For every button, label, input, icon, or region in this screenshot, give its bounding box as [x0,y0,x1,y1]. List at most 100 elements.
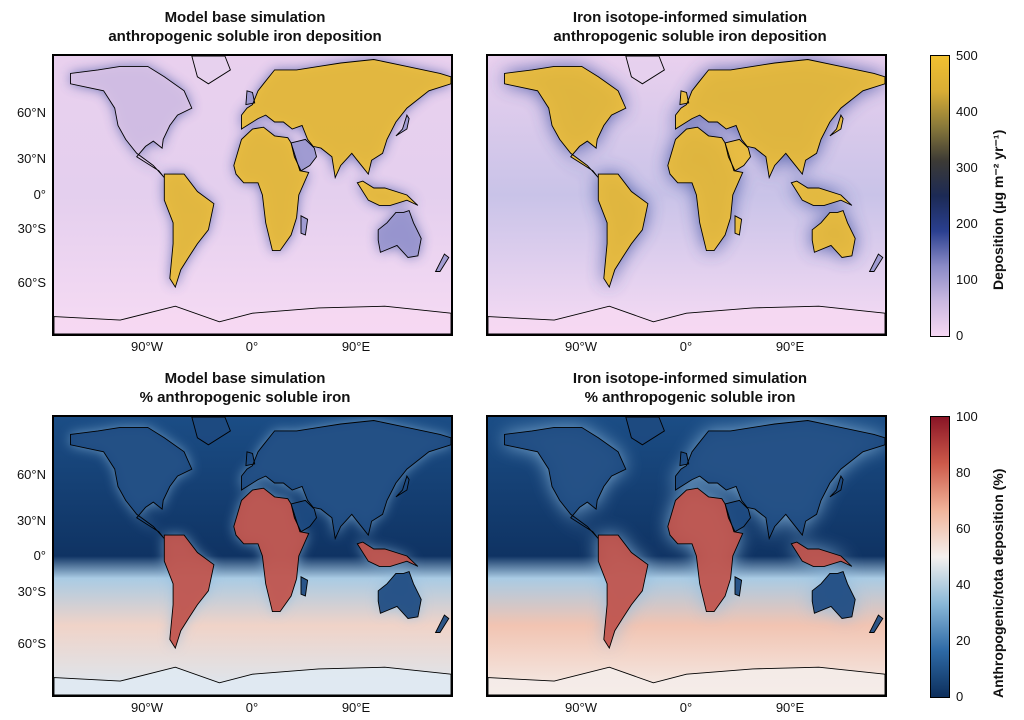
land-australia [812,210,856,258]
map-canvas [54,56,451,334]
coastline-arabia [290,499,317,533]
land-eurasia [675,420,885,539]
coastline-japan [829,475,844,498]
coastline-indonesia [790,180,853,206]
deposition-colorbar [930,55,950,337]
land-southAmerica [598,174,648,288]
coastline-greenland [625,56,665,85]
coastline-antarctica [54,666,451,695]
lon-label-90w: 90°W [131,339,163,354]
coastline-madagascar [300,215,309,236]
coastline-australia [811,571,856,619]
land-antarctica [488,306,885,334]
panel-a-title-line1: Model base simulation [164,9,326,26]
coastline-indonesia [356,541,419,567]
percent-tick-80: 80 [956,465,971,480]
lon-label-90e: 90°E [341,700,371,715]
coastline-newZealand [434,253,450,272]
lon-label-0: 0° [679,339,693,354]
land-northAmerica [504,427,626,539]
coastline-arabia [724,138,751,172]
coastline-eurasia [675,420,885,541]
lat-label-0: 0° [33,187,46,202]
map-canvas [488,56,885,334]
coastline-uk [245,90,256,106]
coastline-southAmerica [163,173,215,289]
coastline-africa [667,487,744,613]
land-antarctica [488,667,885,695]
lat-label-60n: 60°N [16,105,46,120]
lon-label-90e: 90°E [775,700,805,715]
coastline-arabia [290,138,317,172]
coastline-southAmerica [163,534,215,650]
land-antarctica [54,306,451,334]
land-australia [378,571,422,619]
panel-a-title-line2: anthropogenic soluble iron deposition [108,28,382,45]
coastline-arabia [724,499,751,533]
land-australia [378,210,422,258]
land-southAmerica [164,535,214,649]
percent-tick-20: 20 [956,633,971,648]
land-eurasia [241,420,451,539]
lat-label-30n: 30°N [16,151,46,166]
lon-label-0: 0° [245,700,259,715]
percent-colorbar-label: Anthropogenic/tota deposition (%) [990,468,1006,698]
coastline-eurasia [241,59,451,180]
panel-b-title: Iron isotope-informed simulation anthrop… [488,8,892,46]
coastline-japan [395,475,410,498]
coastline-newZealand [434,614,450,633]
land-africa [667,127,743,251]
land-japan [829,115,844,136]
land-northAmerica [70,66,192,178]
panel-d-title-line1: Iron isotope-informed simulation [572,370,808,387]
land-japan [395,115,410,136]
land-newZealand [435,254,449,272]
land-africa [233,127,309,251]
land-eurasia [675,59,885,178]
lat-label-30n: 30°N [16,513,46,528]
deposition-tick-500: 500 [956,48,978,63]
panel-a-title: Model base simulation anthropogenic solu… [43,8,447,46]
coastline-africa [233,487,310,613]
coastline-antarctica [54,305,451,334]
panel-d-title-line2: % anthropogenic soluble iron [584,389,796,406]
coastline-greenland [625,417,665,446]
panel-b-title-line2: anthropogenic soluble iron deposition [553,28,827,45]
land-africa [667,488,743,612]
panel-b-title-line1: Iron isotope-informed simulation [572,9,808,26]
land-northAmerica [504,66,626,178]
map-panel-a [52,54,453,336]
coastline-newZealand [868,253,884,272]
map-panel-c [52,415,453,697]
lat-label-60n: 60°N [16,467,46,482]
land-newZealand [869,254,883,272]
panel-c-title: Model base simulation % anthropogenic so… [43,369,447,407]
percent-colorbar [930,416,950,698]
coastline-uk [679,90,690,106]
coastline-eurasia [675,59,885,180]
coastline-japan [395,114,410,137]
land-japan [829,476,844,497]
coastline-indonesia [790,541,853,567]
land-australia [812,571,856,619]
coastline-northAmerica [70,426,193,539]
coastline-australia [377,571,422,619]
lat-label-0: 0° [33,548,46,563]
panel-d-title: Iron isotope-informed simulation % anthr… [488,369,892,407]
lat-label-60s: 60°S [17,275,46,290]
map-panel-b [486,54,887,336]
land-japan [395,476,410,497]
lon-label-90e: 90°E [775,339,805,354]
percent-tick-0: 0 [956,689,964,704]
land-eurasia [241,59,451,178]
coastline-northAmerica [504,426,627,539]
land-greenland [625,417,665,445]
deposition-tick-400: 400 [956,104,978,119]
lat-label-30s: 30°S [17,221,46,236]
map-panel-d [486,415,887,697]
land-newZealand [869,615,883,633]
percent-tick-40: 40 [956,577,971,592]
land-africa [233,488,309,612]
land-southAmerica [164,174,214,288]
coastline-uk [679,451,690,467]
